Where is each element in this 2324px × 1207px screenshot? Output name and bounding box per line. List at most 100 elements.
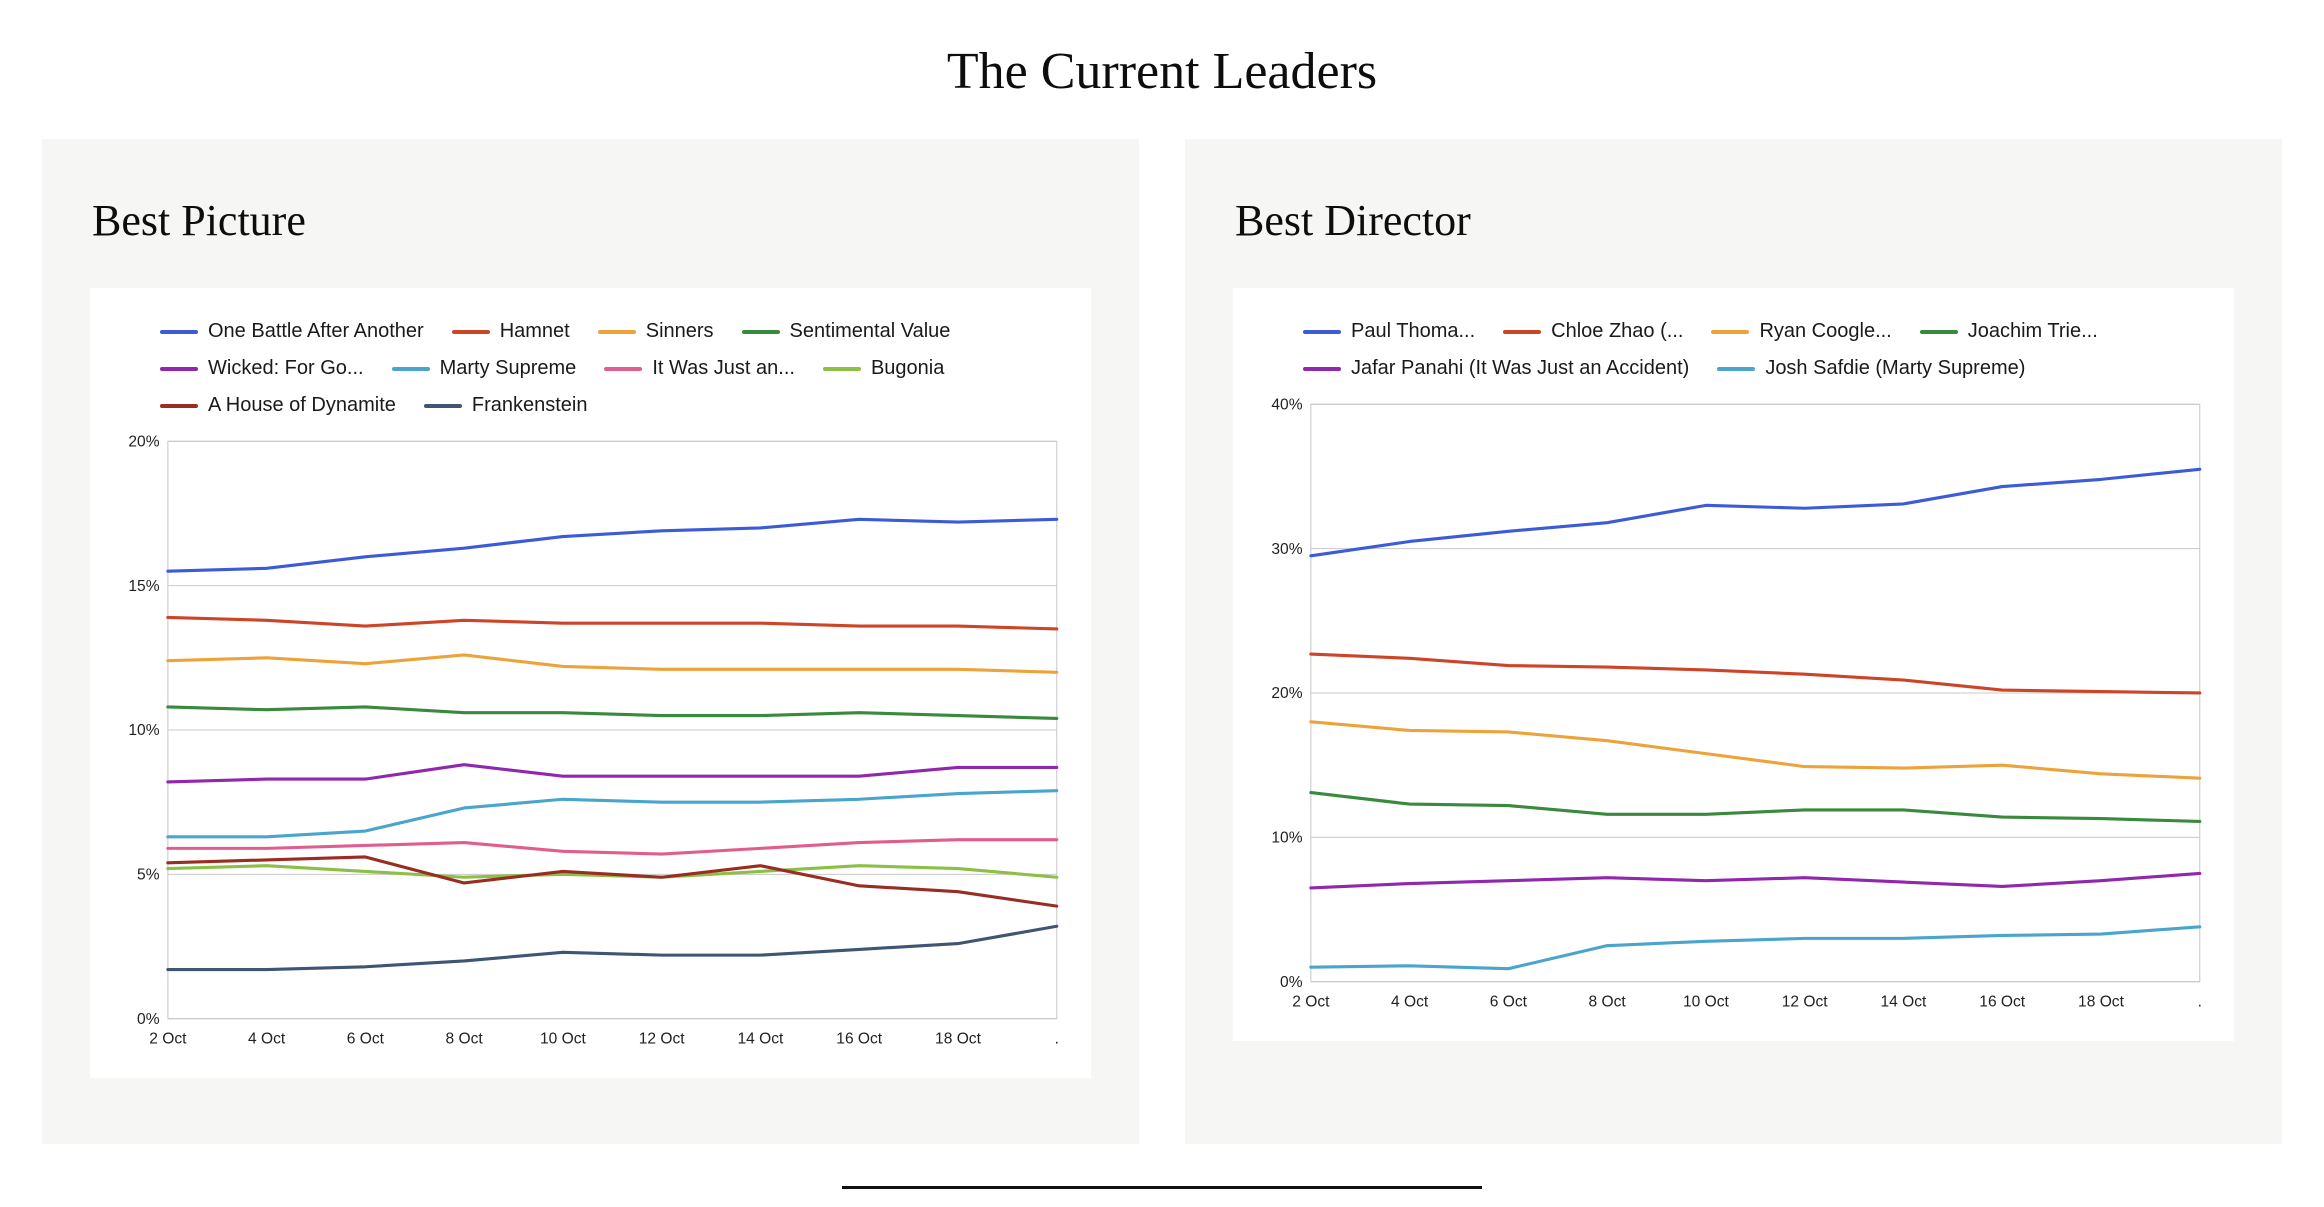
- panel-best-picture: Best Picture One Battle After Another Ham…: [42, 139, 1139, 1145]
- x-tick-label: 16 Oct: [836, 1031, 883, 1048]
- x-tick-label: 12 Oct: [639, 1031, 686, 1048]
- legend-label: Wicked: For Go...: [208, 357, 364, 379]
- x-tick-label: 18 Oct: [935, 1031, 982, 1048]
- y-tick-label: 40%: [1271, 396, 1302, 413]
- x-tick-label: 8 Oct: [1589, 994, 1627, 1011]
- legend-label: Josh Safdie (Marty Supreme): [1765, 357, 2026, 379]
- legend-label: Paul Thoma...: [1351, 320, 1476, 342]
- x-tick-label: 2 Oct: [1292, 994, 1330, 1011]
- legend-label: Frankenstein: [471, 394, 588, 416]
- legend-item[interactable]: One Battle After Another: [160, 320, 424, 343]
- legend-item[interactable]: Frankenstein: [423, 394, 588, 417]
- series-line: [166, 924, 1059, 972]
- series-line: [1309, 871, 2202, 890]
- legend-swatch: [1717, 366, 1756, 371]
- x-tick-label: 16 Oct: [1979, 994, 2026, 1011]
- x-tick-label: 18 Oct: [2078, 994, 2125, 1011]
- legend-label: A House of Dynamite: [208, 394, 396, 416]
- y-tick-label: 15%: [128, 578, 159, 595]
- legend-swatch: [1303, 366, 1341, 371]
- legend-label: Sentimental Value: [789, 320, 951, 342]
- panel-best-director: Best Director Paul Thoma... Chloe Zhao (.…: [1185, 139, 2282, 1145]
- line-chart-best-director[interactable]: 0% 10% 20% 30% 40% 2 Oct 4 Oct 6 Oct 8 Oct 10 Oct…: [1261, 396, 2206, 1019]
- x-tick-label: 8 Oct: [446, 1031, 484, 1048]
- legend-swatch: [160, 403, 198, 408]
- legend-swatch: [160, 329, 198, 334]
- legend-label: Bugonia: [870, 357, 945, 379]
- x-tick-label: .: [2198, 994, 2202, 1011]
- legend-label: Marty Supreme: [439, 357, 577, 379]
- panel-heading-best-picture: Best Picture: [92, 196, 306, 245]
- x-tick-label: 12 Oct: [1782, 994, 1829, 1011]
- legend-swatch: [160, 366, 198, 371]
- legend-swatch: [1503, 329, 1542, 334]
- series-line: [166, 615, 1059, 631]
- panels-container: Best Picture One Battle After Another Ham…: [0, 139, 2324, 1145]
- legend-item[interactable]: Sentimental Value: [741, 320, 951, 343]
- legend-item[interactable]: Marty Supreme: [391, 357, 577, 380]
- legend-swatch: [604, 366, 643, 371]
- legend-item[interactable]: Hamnet: [451, 320, 570, 343]
- page-title: The Current Leaders: [946, 43, 1378, 100]
- series-line: [166, 763, 1059, 784]
- legend-item[interactable]: Ryan Coogle...: [1711, 320, 1892, 343]
- series-line: [166, 705, 1059, 721]
- legend-label: Sinners: [645, 320, 714, 342]
- legend-swatch: [597, 329, 636, 334]
- x-tick-label: 4 Oct: [1391, 994, 1429, 1011]
- x-tick-label: 6 Oct: [347, 1031, 385, 1048]
- legend-label: Joachim Trie...: [1967, 320, 2098, 342]
- y-tick-label: 30%: [1271, 541, 1302, 558]
- legend-label: It Was Just an...: [652, 357, 795, 379]
- legend-swatch: [741, 329, 780, 334]
- x-tick-label: .: [1055, 1031, 1059, 1048]
- chart-card-best-director: Paul Thoma... Chloe Zhao (... Ryan Coogle.…: [1233, 288, 2234, 1042]
- legend-label: Hamnet: [499, 320, 570, 342]
- legend-swatch: [391, 366, 430, 371]
- y-tick-label: 10%: [1271, 830, 1302, 847]
- series-line: [166, 838, 1059, 856]
- y-tick-label: 5%: [137, 867, 160, 884]
- y-tick-label: 20%: [1271, 685, 1302, 702]
- y-tick-label: 10%: [128, 722, 159, 739]
- legend-item[interactable]: Sinners: [597, 320, 714, 343]
- x-tick-label: 14 Oct: [1881, 994, 1928, 1011]
- panel-heading-best-director: Best Director: [1235, 196, 1471, 245]
- legend-item[interactable]: A House of Dynamite: [160, 394, 396, 417]
- legend-item[interactable]: Wicked: For Go...: [160, 357, 364, 380]
- series-line: [166, 789, 1059, 839]
- series-line: [1309, 791, 2202, 824]
- legend-item[interactable]: Joachim Trie...: [1919, 320, 2098, 343]
- x-tick-label: 10 Oct: [1683, 994, 1730, 1011]
- x-tick-label: 6 Oct: [1490, 994, 1528, 1011]
- legend-label: Chloe Zhao (...: [1551, 320, 1684, 342]
- legend-label: Ryan Coogle...: [1759, 320, 1892, 342]
- x-tick-label: 2 Oct: [149, 1031, 187, 1048]
- series-line: [1309, 467, 2202, 558]
- line-chart-best-picture[interactable]: 0% 5% 10% 15% 20% 2 Oct 4 Oct 6 Oct 8 Oct 10 Oct 1…: [118, 433, 1063, 1056]
- legend-swatch: [451, 329, 490, 334]
- y-tick-label: 0%: [1280, 974, 1303, 991]
- legend-swatch: [1711, 329, 1750, 334]
- legend-swatch: [423, 403, 462, 408]
- legend-item[interactable]: It Was Just an...: [604, 357, 795, 380]
- legend-item[interactable]: Jafar Panahi (It Was Just an Accident): [1303, 357, 1689, 380]
- legend-item[interactable]: Bugonia: [822, 357, 945, 380]
- series-line: [1309, 652, 2202, 695]
- legend-swatch: [1303, 329, 1341, 334]
- x-tick-label: 14 Oct: [738, 1031, 785, 1048]
- section-divider: [842, 1186, 1482, 1190]
- legend-item[interactable]: Josh Safdie (Marty Supreme): [1717, 357, 2025, 380]
- chart-legend: Paul Thoma... Chloe Zhao (... Ryan Coogle.…: [1261, 320, 2206, 380]
- legend-item[interactable]: Paul Thoma...: [1303, 320, 1475, 343]
- legend-swatch: [822, 366, 861, 371]
- legend-swatch: [1919, 329, 1958, 334]
- y-tick-label: 20%: [128, 433, 159, 450]
- x-tick-label: 10 Oct: [540, 1031, 587, 1048]
- series-line: [166, 653, 1059, 674]
- legend-label: One Battle After Another: [208, 320, 424, 342]
- x-tick-label: 4 Oct: [248, 1031, 286, 1048]
- legend-item[interactable]: Chloe Zhao (...: [1503, 320, 1683, 343]
- series-line: [1309, 720, 2202, 780]
